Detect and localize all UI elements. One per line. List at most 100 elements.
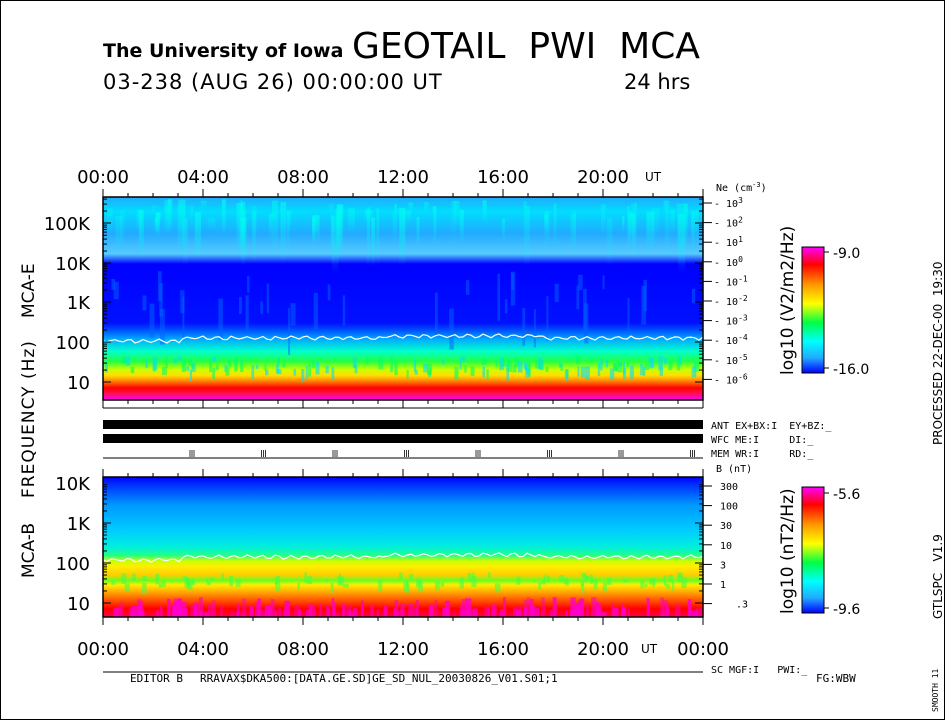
ne-tick-label: - 100: [714, 254, 743, 269]
mca-b-streak: [159, 606, 163, 617]
mca-e-streak: [423, 202, 429, 214]
mca-b-streak: [620, 603, 624, 617]
mca-b-streak: [255, 601, 259, 617]
mca-e-streak: [394, 203, 397, 243]
mca-e-colorbar-label: log10 (V2/m2/Hz): [778, 226, 798, 375]
mca-e-streak: [427, 363, 432, 376]
mca-e-y-tick-label: 10K: [55, 254, 91, 275]
mca-b-streak: [263, 612, 267, 617]
mca-b-streak: [516, 609, 521, 617]
mca-b-streak: [538, 582, 542, 590]
mca-b-streak: [484, 606, 490, 617]
mca-b-streak: [200, 611, 203, 617]
mca-b-streak: [319, 603, 322, 617]
mca-e-streak: [627, 298, 630, 335]
mca-e-streak: [618, 362, 623, 367]
mca-e-streak: [601, 204, 606, 238]
mca-e-streak: [691, 288, 696, 304]
mca-e-streak: [554, 283, 559, 303]
mca-b-streak: [471, 572, 475, 581]
mca-e-streak: [617, 362, 623, 373]
mca-e-streak: [311, 358, 315, 368]
mca-b-streak: [663, 575, 667, 586]
mca-b-streak: [141, 583, 147, 595]
mca-b-streak: [697, 578, 701, 582]
mca-b-streak: [434, 600, 438, 617]
mca-e-x-tick-label: 12:00: [377, 167, 429, 188]
ne-axis-label: Ne (cm-3): [716, 181, 767, 194]
mca-e-streak: [504, 299, 508, 314]
mca-b-streak: [240, 612, 245, 617]
mca-e-streak: [121, 359, 127, 364]
mca-e-streak: [247, 275, 250, 293]
ne-tick-label: - 10-5: [714, 352, 748, 367]
mca-b-streak: [342, 604, 345, 617]
mca-e-streak: [569, 214, 577, 246]
mca-e-y-tick-label: 100K: [44, 214, 91, 235]
mca-e-streak: [606, 217, 613, 267]
mca-e-x-tick-label: 00:00: [77, 167, 129, 188]
mca-b-streak: [471, 576, 477, 587]
mca-b-streak: [156, 610, 159, 617]
mca-e-x-tick-label: 20:00: [577, 167, 629, 188]
mca-b-streak: [546, 575, 550, 583]
mca-b-streak: [494, 583, 501, 593]
mca-b-streak: [177, 603, 183, 617]
b-tick-label: 30: [720, 521, 732, 532]
mca-e-x-tick-label: 16:00: [477, 167, 529, 188]
mca-b-streak: [570, 597, 576, 617]
mca-e-streak: [470, 366, 475, 377]
mca-b-streak: [124, 583, 130, 592]
mca-e-streak: [523, 201, 527, 211]
mca-b-streak: [660, 612, 667, 617]
mca-e-streak: [691, 212, 695, 257]
mca-b-streak: [596, 601, 599, 617]
b-axis-label: B (nT): [716, 464, 752, 475]
mca-b-streak: [249, 606, 254, 617]
mca-e-streak: [301, 369, 305, 383]
mca-b-streak: [531, 606, 536, 617]
mca-e-streak: [221, 199, 226, 237]
mca-b-spectrogram: [103, 477, 703, 617]
mca-e-streak: [506, 369, 509, 381]
mca-b-streak: [230, 612, 235, 617]
mca-b-streak: [585, 576, 590, 580]
mca-b-streak: [211, 600, 216, 617]
mca-e-streak: [130, 366, 135, 374]
mca-e-streak: [464, 365, 467, 373]
mca-e-streak: [264, 364, 267, 371]
mca-e-streak: [629, 365, 634, 379]
mca-e-streak: [416, 216, 420, 249]
mca-e-streak: [311, 215, 320, 243]
mca-e-streak: [580, 366, 586, 378]
mca-e-streak: [408, 202, 413, 213]
ant-status-bar: [103, 420, 703, 429]
mca-e-streak: [177, 356, 182, 361]
mca-e-streak: [399, 208, 406, 267]
mca-e-streak: [663, 200, 668, 214]
mca-b-streak: [345, 606, 352, 617]
mca-b-streak: [644, 583, 648, 588]
mca-e-streak: [308, 364, 312, 377]
mca-b-streak: [209, 577, 215, 581]
mca-b-streak: [221, 573, 224, 581]
mca-e-streak: [188, 359, 192, 367]
mca-e-streak: [287, 211, 290, 254]
mca-e-streak: [626, 362, 629, 368]
b-tick-label: 10: [720, 541, 732, 552]
ne-tick-label: - 102: [714, 215, 743, 230]
mca-b-streak: [132, 573, 136, 581]
mca-b-streak: [278, 607, 282, 617]
mca-b-x-tick-label: 12:00: [377, 639, 429, 660]
mca-e-streak: [212, 367, 216, 379]
mca-b-streak: [121, 573, 127, 584]
mca-e-streak: [459, 357, 462, 370]
time-span-label: 24 hrs: [624, 70, 691, 94]
mca-b-streak: [681, 577, 687, 589]
plot-title: GEOTAIL PWI MCA: [352, 26, 700, 67]
mca-e-streak: [403, 210, 412, 224]
mca-b-streak: [491, 604, 497, 617]
mca-e-streak: [522, 307, 526, 346]
mca-e-streak: [111, 279, 116, 291]
mca-e-streak: [553, 203, 557, 248]
